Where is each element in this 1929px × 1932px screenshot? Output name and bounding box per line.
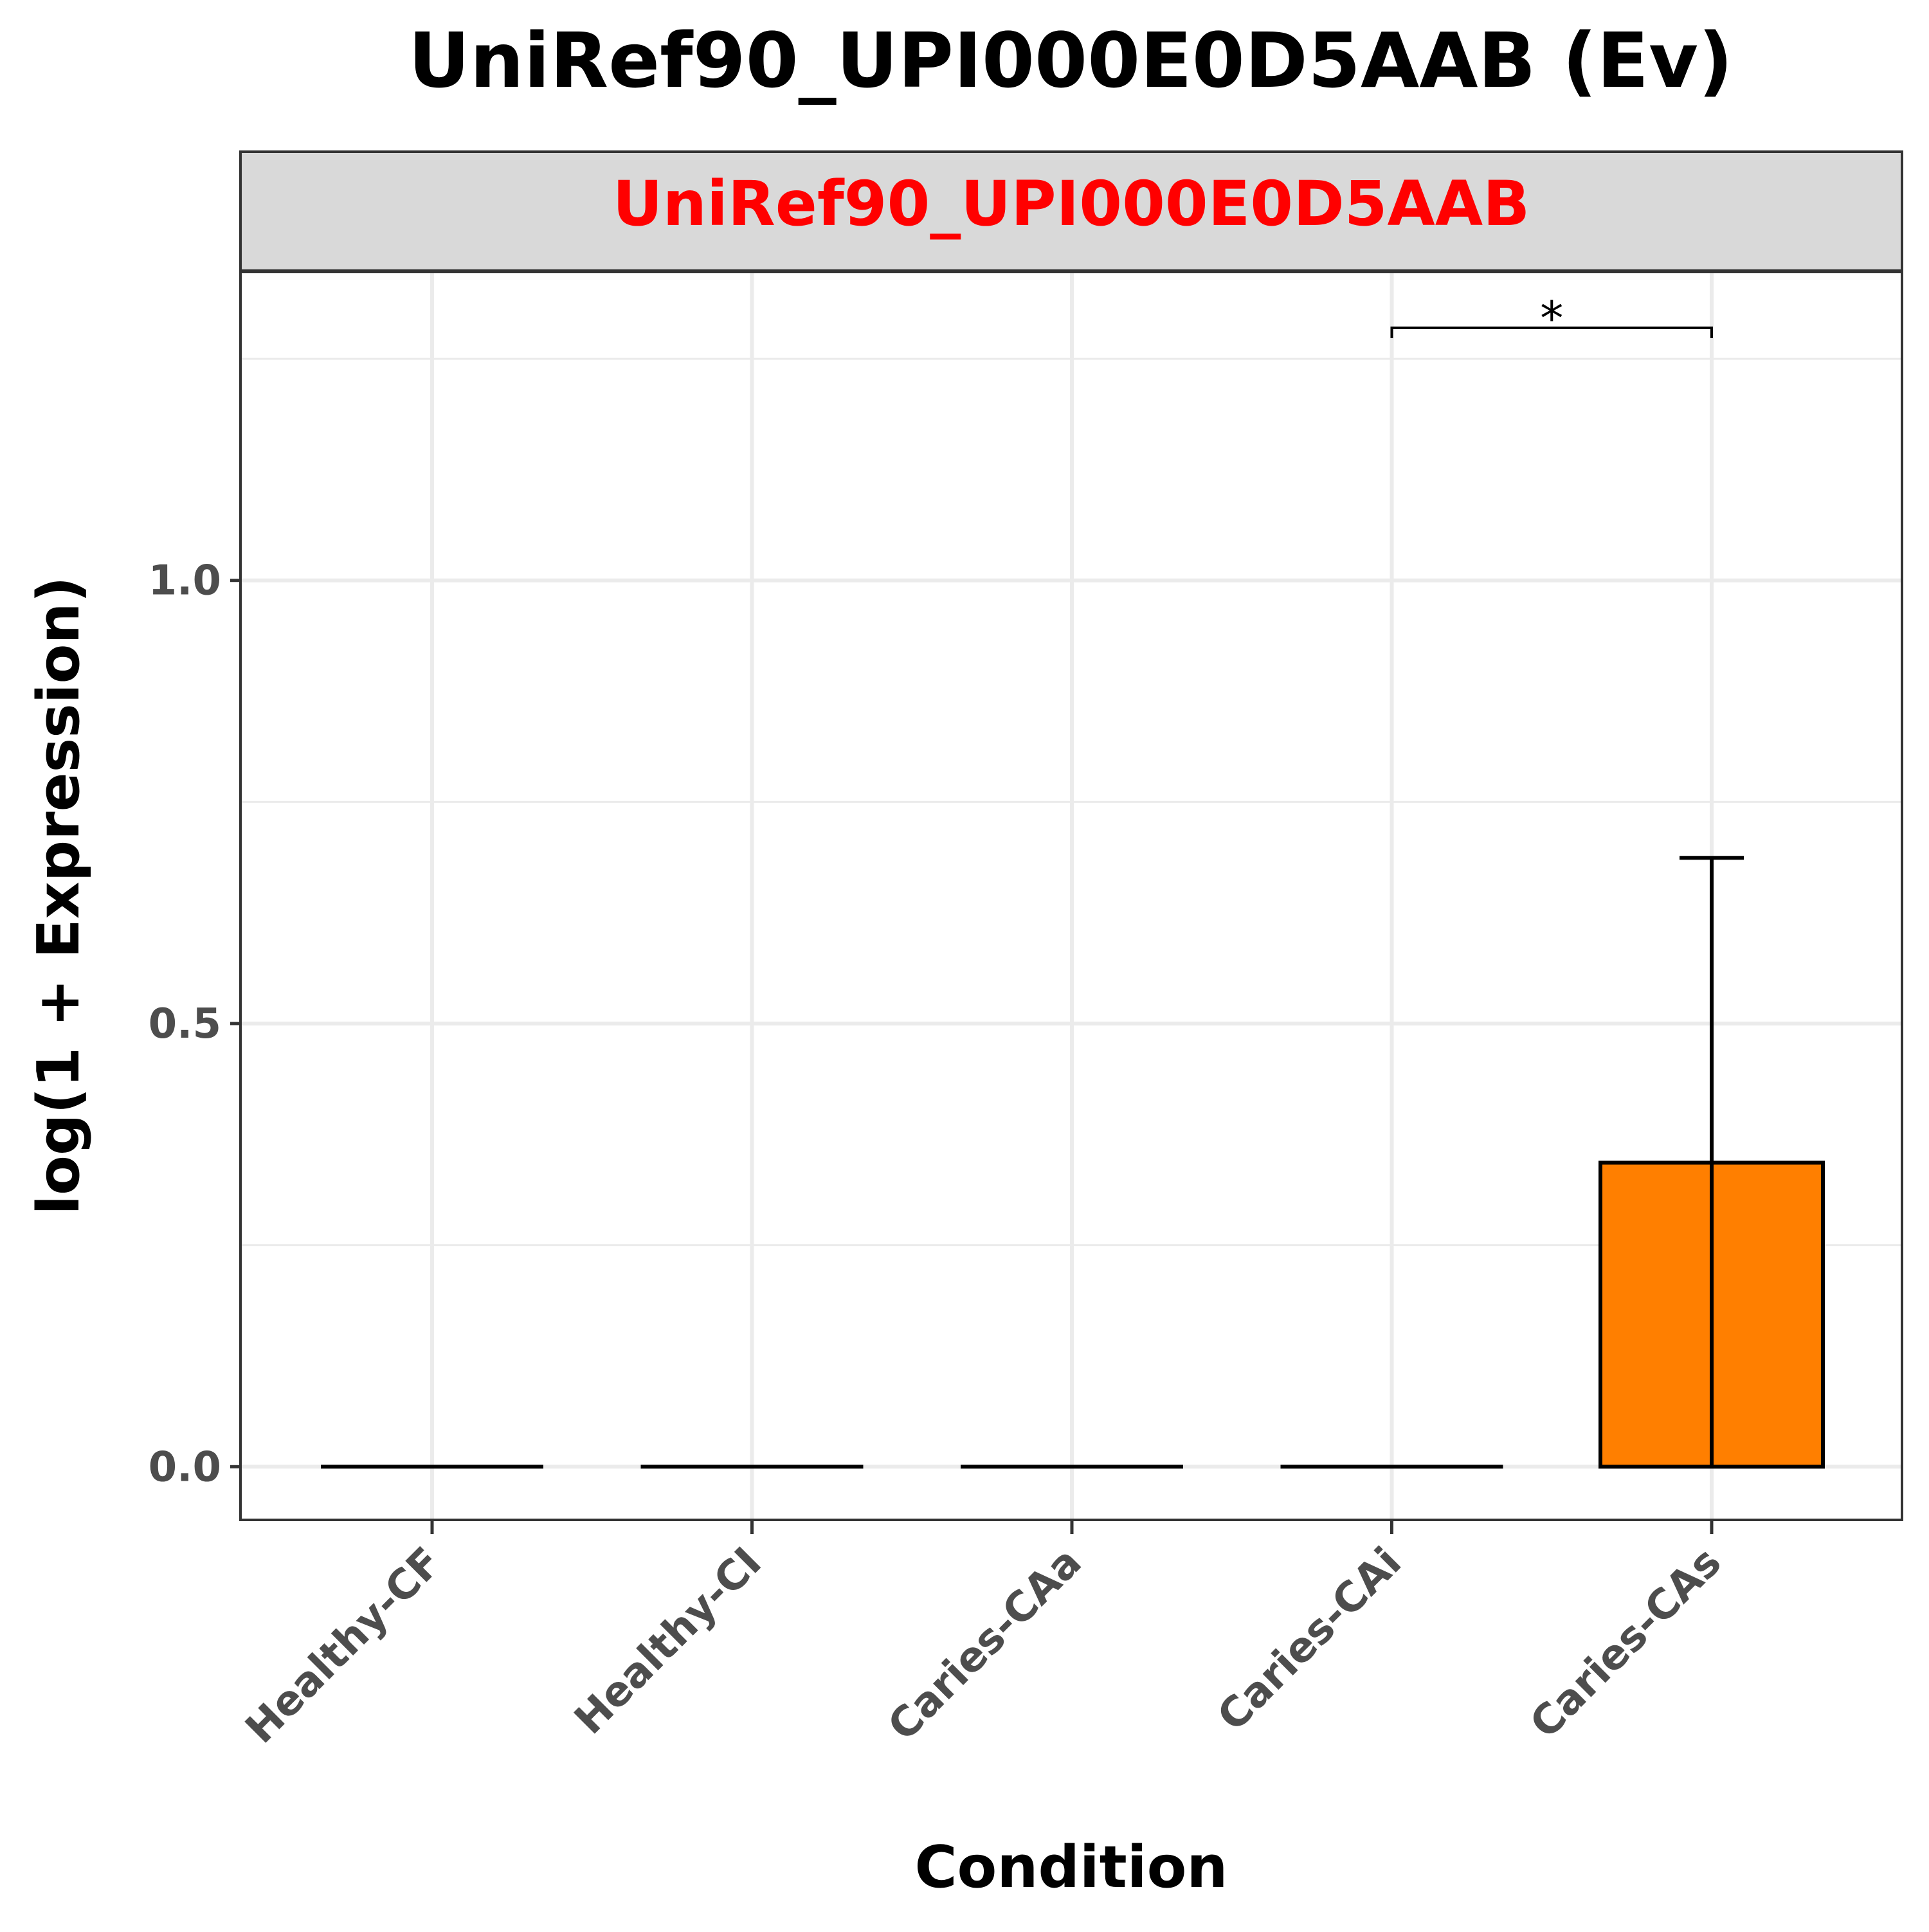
- y-tick-label: 0.0: [149, 1443, 221, 1491]
- significance-annotations: *: [1390, 291, 1713, 345]
- y-axis: 0.0 0.5 1.0: [149, 557, 240, 1491]
- significance-label: *: [1540, 291, 1563, 345]
- x-axis-title: Condition: [914, 1834, 1227, 1901]
- x-tick-label: Caries-CAs: [1521, 1539, 1730, 1747]
- x-tick-label: Healthy-CF: [237, 1539, 451, 1753]
- facet-strip: [239, 150, 1903, 272]
- x-tick-label: Caries-CAi: [1209, 1539, 1411, 1740]
- y-axis-title: log(1 + Expression): [25, 576, 93, 1214]
- y-tick-label: 0.5: [149, 1000, 221, 1048]
- facet-label: UniRef90_UPI000E0D5AAB: [613, 168, 1530, 240]
- x-tick-label: Caries-CAa: [879, 1539, 1091, 1750]
- error-bars: [1680, 856, 1744, 1467]
- x-tick-label: Healthy-CI: [566, 1539, 771, 1744]
- y-tick-label: 1.0: [149, 557, 221, 605]
- chart-title: UniRef90_UPI000E0D5AAB (Ev): [408, 16, 1733, 105]
- x-axis: Healthy-CF Healthy-CI Caries-CAa Caries-CAi…: [237, 1520, 1730, 1753]
- significance-bracket: [1390, 326, 1713, 338]
